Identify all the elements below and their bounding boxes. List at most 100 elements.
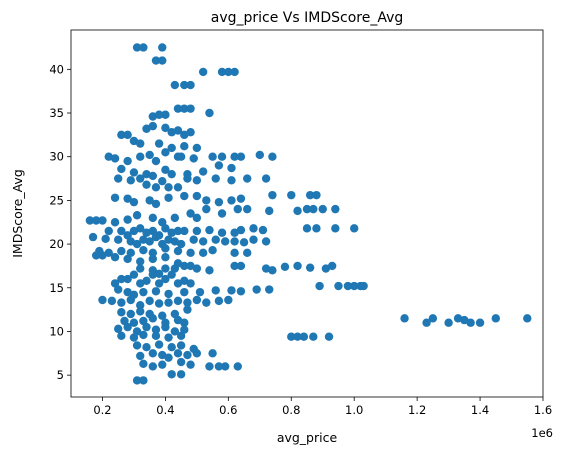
data-point	[227, 196, 236, 205]
data-point	[85, 216, 95, 225]
data-point	[186, 360, 195, 369]
y-tick-label: 30	[49, 150, 64, 164]
data-point	[230, 228, 239, 237]
data-point	[309, 204, 318, 214]
data-point	[145, 237, 154, 246]
data-point	[104, 248, 113, 258]
data-point	[136, 257, 145, 266]
data-point	[132, 43, 142, 52]
data-point	[167, 228, 176, 237]
x-axis: 0.2 0.4 0.6 0.8 1.0 1.2 1.4 1.6	[93, 397, 552, 417]
data-point	[148, 121, 158, 131]
data-point	[217, 228, 227, 237]
data-point	[460, 315, 469, 325]
data-point	[261, 264, 271, 273]
data-point	[101, 234, 110, 244]
data-point	[129, 333, 139, 342]
data-point	[186, 248, 195, 258]
data-point	[136, 279, 145, 288]
data-point	[233, 204, 242, 214]
data-point	[123, 130, 132, 140]
data-point	[167, 270, 176, 279]
data-point	[117, 308, 126, 317]
data-point	[186, 261, 195, 271]
y-tick-label: 35	[49, 106, 64, 120]
data-point	[312, 190, 321, 200]
data-point	[114, 324, 123, 334]
data-point	[123, 274, 132, 284]
data-point	[249, 235, 258, 244]
data-point	[192, 226, 202, 236]
data-point	[114, 235, 123, 244]
data-point	[220, 237, 230, 246]
data-point	[422, 318, 431, 327]
data-point	[186, 128, 195, 137]
data-point	[114, 285, 123, 294]
data-point	[230, 67, 239, 77]
data-point	[164, 235, 173, 244]
data-point	[158, 176, 167, 186]
data-point	[164, 298, 173, 307]
data-point	[117, 226, 126, 236]
data-point	[145, 150, 154, 160]
data-point	[180, 226, 189, 236]
data-point	[227, 163, 236, 173]
y-axis: 5 10 15 20 25 30 35 40	[49, 62, 71, 382]
data-point	[151, 331, 161, 341]
data-point	[236, 287, 246, 296]
data-point	[151, 287, 161, 296]
data-point	[287, 190, 296, 200]
data-point	[324, 332, 334, 341]
data-point	[142, 124, 151, 133]
data-point	[173, 183, 183, 192]
data-point	[173, 104, 183, 113]
data-point	[183, 174, 192, 183]
data-point	[214, 296, 224, 306]
data-point	[164, 333, 173, 342]
data-point	[180, 142, 189, 151]
data-point	[261, 174, 271, 183]
data-point	[161, 123, 170, 133]
data-point	[148, 213, 158, 223]
data-point	[211, 286, 220, 295]
data-point	[236, 225, 246, 235]
data-point	[230, 248, 239, 258]
data-point	[523, 314, 532, 323]
data-point	[198, 167, 208, 176]
data-point	[167, 370, 176, 379]
data-point	[293, 261, 302, 271]
y-axis-label: IMDScore_Avg	[10, 169, 25, 258]
data-point	[154, 299, 164, 308]
data-point	[243, 248, 252, 258]
data-point	[491, 314, 500, 323]
data-point	[214, 161, 224, 170]
data-point	[208, 152, 217, 161]
data-point	[167, 342, 176, 352]
data-point	[139, 235, 148, 244]
data-point	[475, 318, 485, 327]
data-point	[189, 235, 198, 244]
y-tick-label: 10	[49, 324, 64, 338]
data-point	[198, 67, 208, 77]
data-point	[180, 318, 189, 327]
data-point	[173, 246, 183, 256]
data-point	[129, 136, 139, 146]
data-point	[126, 295, 135, 305]
data-point	[466, 318, 475, 327]
y-tick-label: 20	[49, 237, 64, 251]
data-point	[227, 286, 236, 295]
data-point	[136, 152, 145, 161]
data-point	[170, 213, 180, 223]
data-point	[164, 193, 173, 202]
data-point	[142, 342, 151, 352]
data-point	[148, 112, 158, 121]
data-point	[192, 143, 202, 153]
data-point	[444, 318, 453, 327]
data-point	[123, 215, 132, 224]
data-point	[217, 152, 227, 161]
data-point	[173, 279, 183, 288]
data-point	[136, 224, 145, 233]
data-point	[202, 196, 211, 205]
data-point	[170, 327, 180, 336]
data-point	[268, 152, 277, 161]
